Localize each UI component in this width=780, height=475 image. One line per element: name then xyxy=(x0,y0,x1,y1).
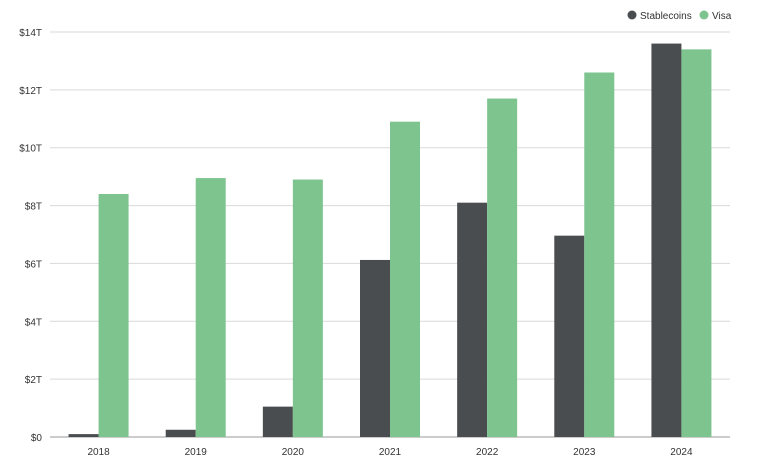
bar-visa-2018 xyxy=(98,194,129,437)
axis-layer: $0 $2T $4T $6T $8T $10T $12T $14T 2018 2019 2020 20… xyxy=(19,28,693,458)
bar-stablecoins-2022 xyxy=(457,202,488,437)
y-tick-label: $12T xyxy=(19,86,42,97)
bar-stablecoins-2023 xyxy=(554,235,585,437)
x-tick-label: 2019 xyxy=(185,447,208,458)
y-tick-label: $6T xyxy=(25,259,42,270)
bar-visa-2024 xyxy=(681,49,712,437)
bar-visa-2022 xyxy=(487,98,518,438)
bar-visa-2020 xyxy=(292,179,323,438)
y-tick-label: $0 xyxy=(31,433,43,444)
bar-visa-2023 xyxy=(584,72,615,437)
x-tick-label: 2020 xyxy=(282,447,305,458)
legend-label-visa: Visa xyxy=(712,11,732,22)
x-tick-label: 2023 xyxy=(573,447,596,458)
bar-stablecoins-2018 xyxy=(68,434,99,437)
y-tick-label: $2T xyxy=(25,375,42,386)
bar-stablecoins-2021 xyxy=(360,259,390,437)
bar-stablecoins-2020 xyxy=(262,406,293,437)
legend-swatch-visa xyxy=(699,10,709,20)
x-tick-label: 2022 xyxy=(476,447,499,458)
bar-layer xyxy=(68,43,712,438)
bar-visa-2019 xyxy=(195,178,226,437)
bar-stablecoins-2019 xyxy=(165,429,196,437)
legend-label-stablecoins: Stablecoins xyxy=(640,11,692,22)
legend: Stablecoins Visa xyxy=(627,10,732,22)
bar-visa-2021 xyxy=(390,121,420,437)
y-tick-label: $10T xyxy=(19,144,42,155)
bar-stablecoins-2024 xyxy=(651,43,682,437)
y-tick-label: $4T xyxy=(25,317,42,328)
legend-swatch-stablecoins xyxy=(627,10,637,20)
x-tick-label: 2018 xyxy=(87,447,110,458)
x-tick-label: 2024 xyxy=(670,447,693,458)
y-tick-label: $8T xyxy=(25,202,42,213)
y-tick-label: $14T xyxy=(19,28,42,39)
x-tick-label: 2021 xyxy=(379,447,402,458)
